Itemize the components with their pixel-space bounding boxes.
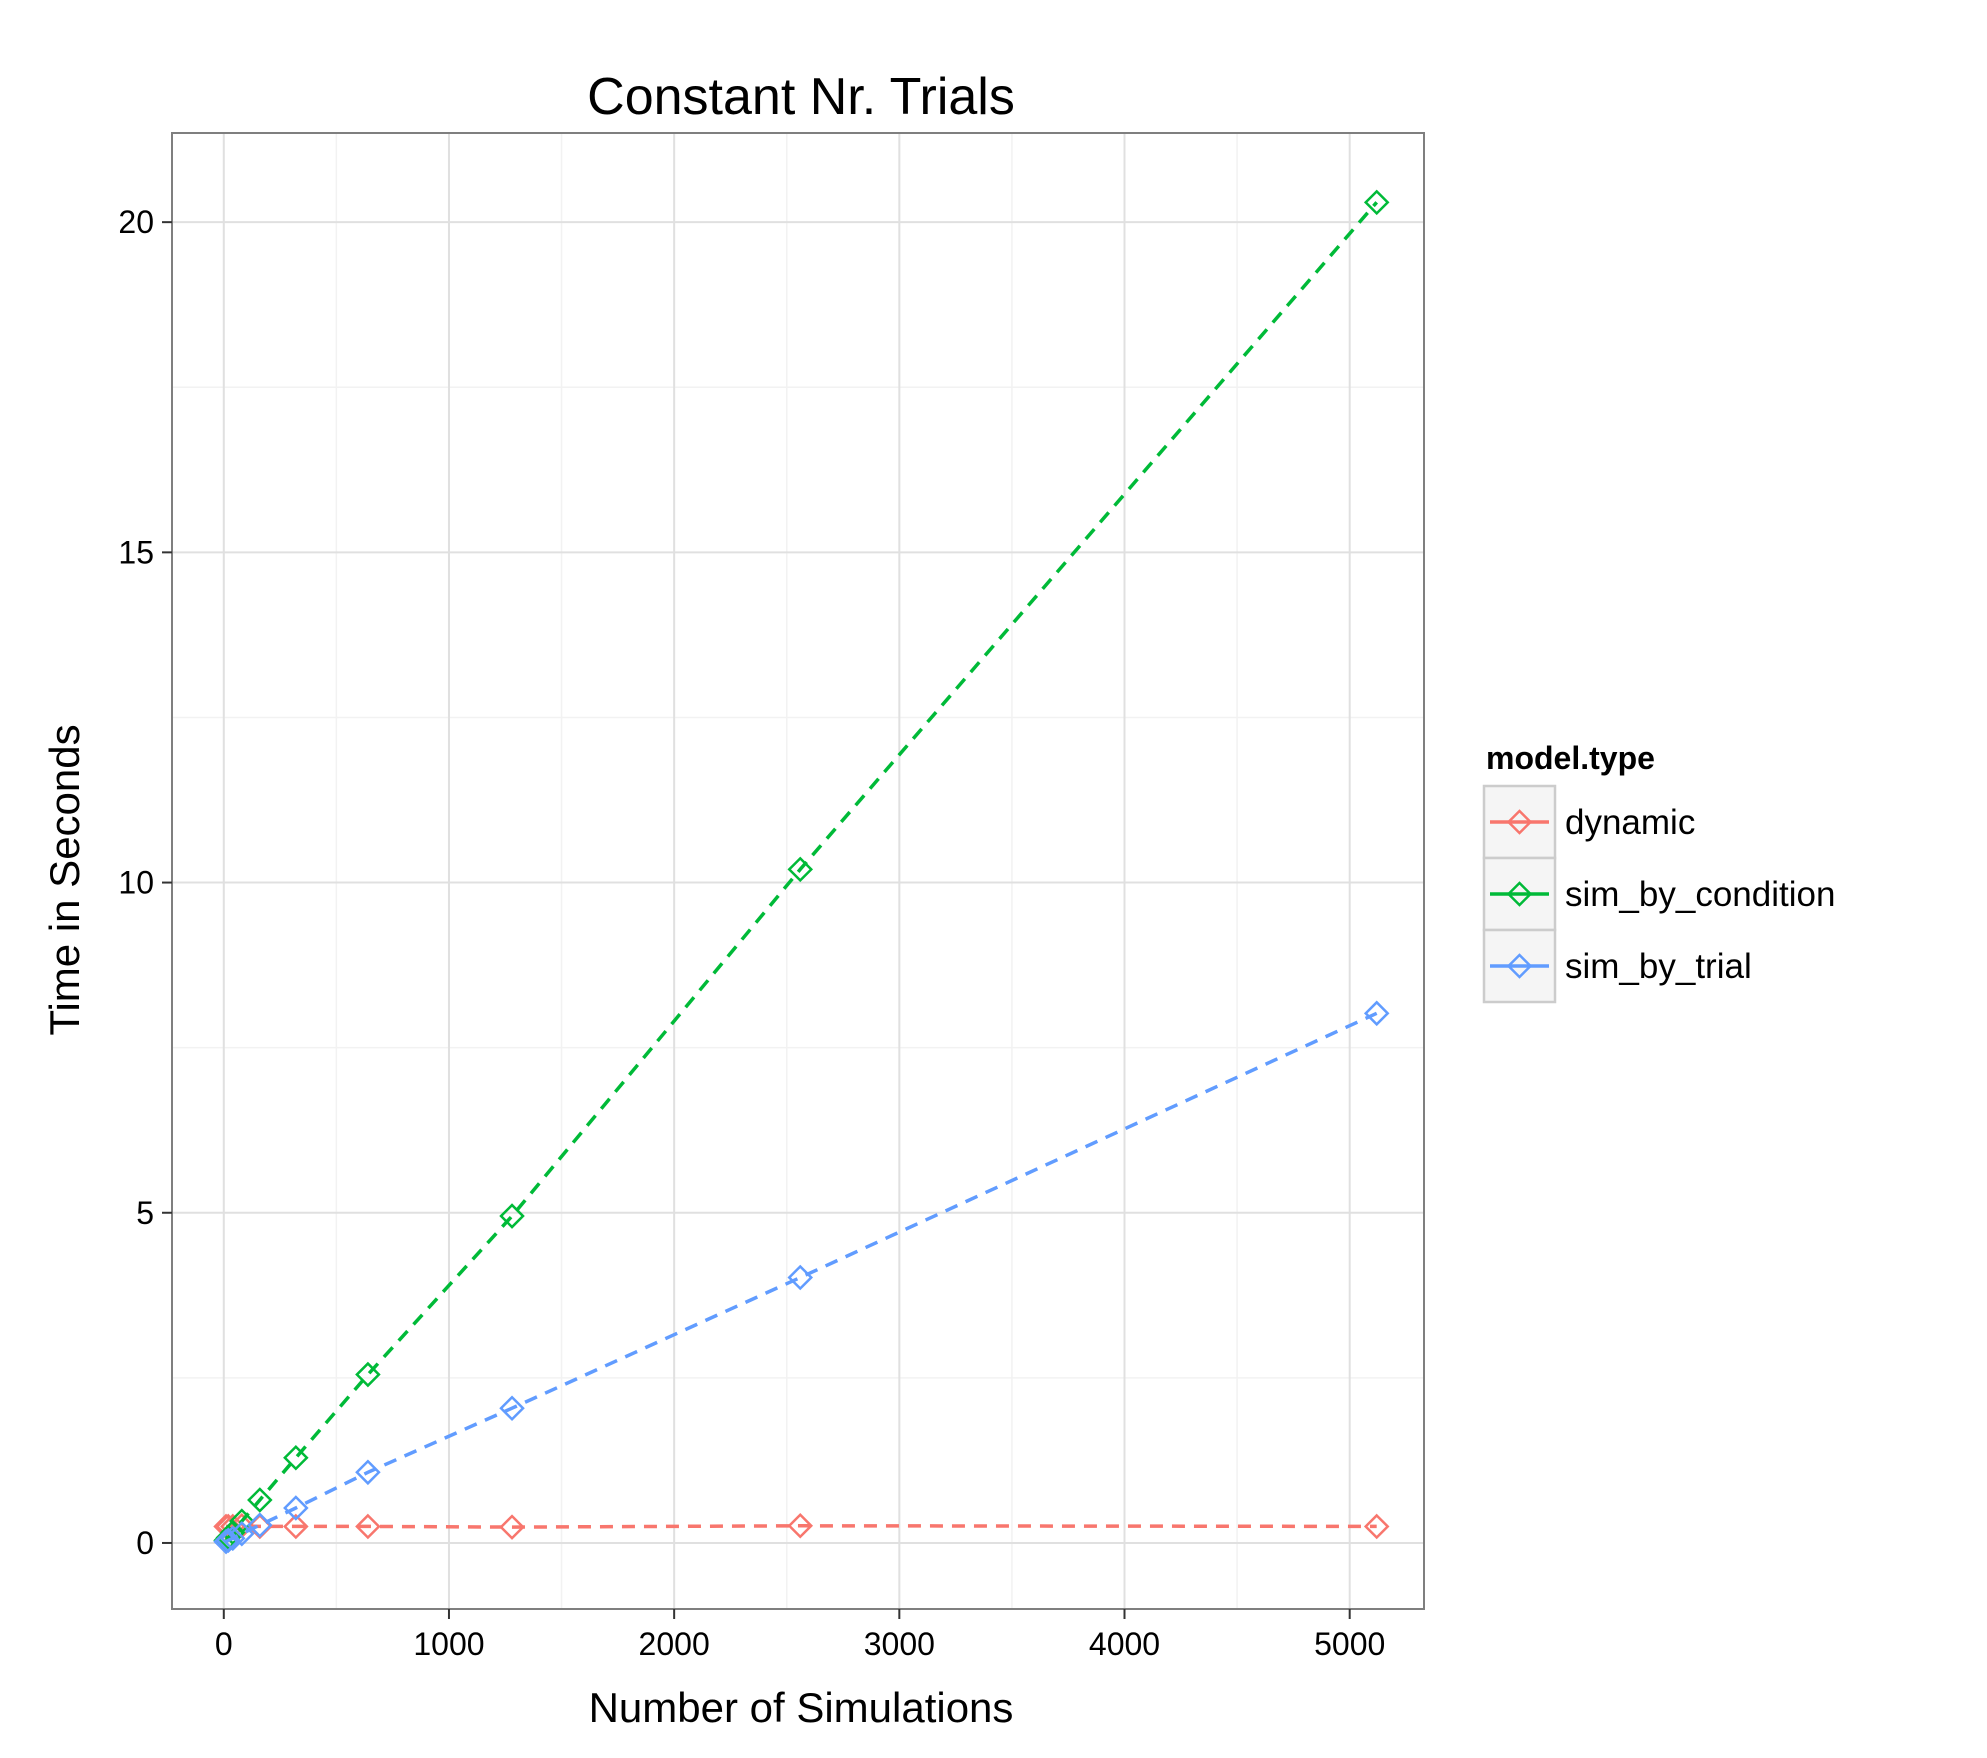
series-line-sim-by-trial	[225, 1011, 1378, 1544]
legend-item-dynamic: dynamic	[1482, 784, 1695, 860]
legend-key-marker	[1506, 809, 1533, 835]
legend-label-dynamic: dynamic	[1565, 803, 1695, 842]
axes: 0 1000 2000 3000 4000 5000 0 5 10 15 20	[118, 204, 1385, 1662]
point-sim-by-condition	[220, 1519, 246, 1546]
point-sim-by-trial	[220, 1525, 246, 1552]
x-tick-label: 5000	[1314, 1626, 1385, 1662]
legend-label-sim-by-condition: sim_by_condition	[1565, 875, 1835, 914]
point-sim-by-trial	[283, 1495, 309, 1521]
chart-title: Constant Nr. Trials	[587, 68, 1015, 126]
y-tick-label: 0	[136, 1525, 154, 1561]
point-dynamic	[1363, 1513, 1390, 1540]
y-tick-label: 15	[118, 534, 154, 570]
legend-key-marker	[1506, 881, 1533, 907]
plot-frame	[171, 132, 1425, 1610]
point-sim-by-trial	[229, 1520, 255, 1547]
y-axis-title: Time in Seconds	[41, 724, 88, 1035]
point-sim-by-trial	[215, 1527, 242, 1554]
y-tick-label: 20	[118, 204, 154, 240]
point-sim-by-trial	[787, 1264, 814, 1291]
y-tick-label: 10	[118, 865, 154, 901]
point-dynamic	[283, 1513, 309, 1540]
x-tick-label: 2000	[639, 1626, 710, 1662]
gridlines	[172, 133, 1424, 1609]
x-tick-label: 3000	[864, 1626, 935, 1662]
x-tick-label: 0	[215, 1626, 233, 1662]
x-tick-label: 4000	[1089, 1626, 1160, 1662]
legend-item-sim-by-condition: sim_by_condition	[1482, 856, 1835, 932]
legend-title: model.type	[1486, 740, 1655, 776]
series-sim-by-trial	[213, 1000, 1390, 1555]
legend-label-sim-by-trial: sim_by_trial	[1565, 947, 1752, 986]
point-dynamic	[787, 1513, 814, 1539]
x-axis-title: Number of Simulations	[589, 1684, 1014, 1731]
point-sim-by-condition	[1363, 189, 1390, 216]
y-tick-label: 5	[136, 1195, 154, 1231]
point-sim-by-condition	[499, 1203, 525, 1229]
point-dynamic	[355, 1513, 381, 1540]
x-tick-label: 1000	[413, 1626, 484, 1662]
point-sim-by-condition	[283, 1445, 309, 1471]
legend-key-marker	[1506, 953, 1533, 979]
point-sim-by-condition	[787, 856, 814, 883]
point-sim-by-condition	[355, 1361, 381, 1388]
series-layer	[213, 189, 1390, 1555]
point-sim-by-condition	[229, 1508, 255, 1534]
point-sim-by-trial	[499, 1395, 525, 1422]
point-sim-by-trial	[1363, 1000, 1390, 1027]
point-sim-by-condition	[247, 1487, 273, 1513]
point-dynamic	[499, 1514, 525, 1540]
point-sim-by-trial	[355, 1459, 381, 1486]
legend-item-sim-by-trial: sim_by_trial	[1482, 928, 1752, 1004]
legend: model.type dynamic sim_by_condition sim_by…	[1482, 740, 1835, 1004]
point-sim-by-trial	[247, 1512, 273, 1538]
